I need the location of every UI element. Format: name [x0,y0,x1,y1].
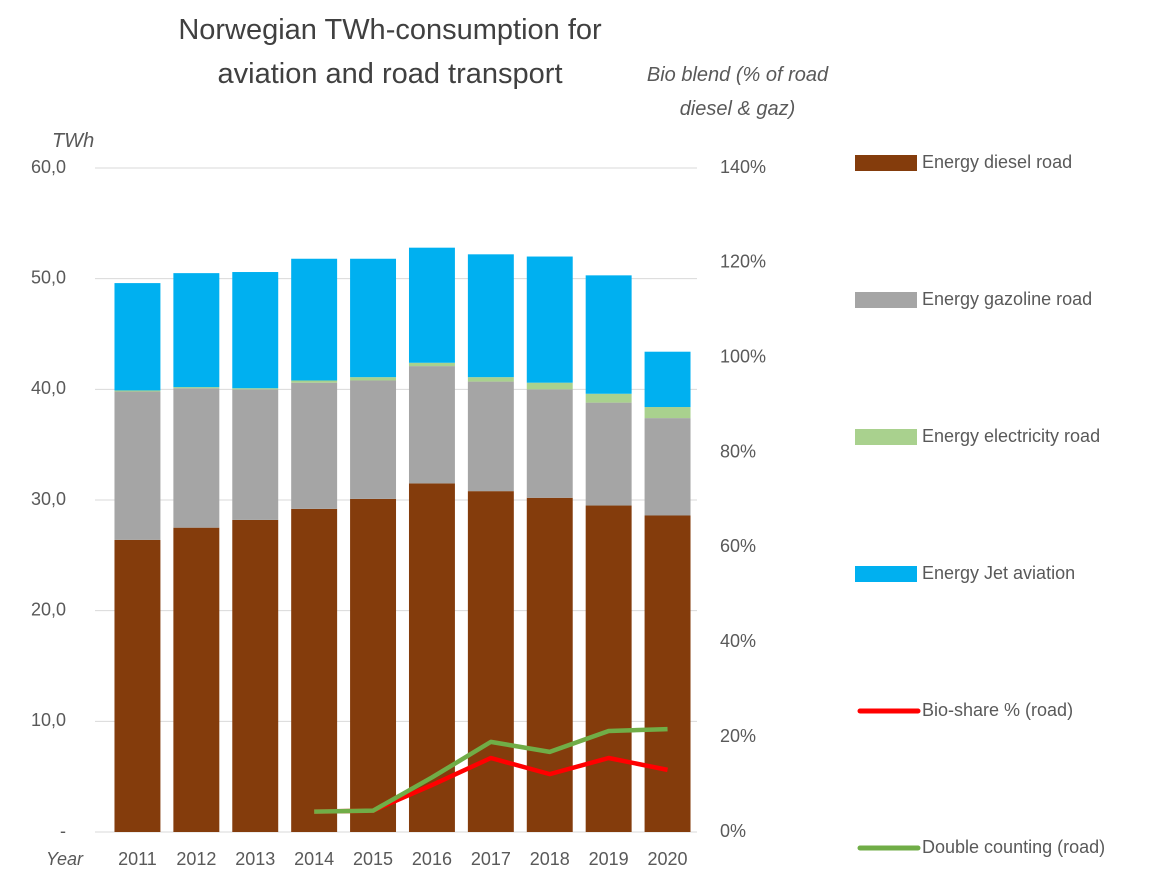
legend-swatch [855,292,917,308]
x-tick-label: 2012 [176,849,216,869]
y-tick-label: 30,0 [31,489,66,509]
bar-segment [585,505,632,832]
y2-tick-label: 120% [720,252,766,272]
bar-segment [291,380,338,383]
bar-segment [232,272,279,389]
y-tick-label: 50,0 [31,267,66,287]
bar-segment [408,366,455,484]
bar-segment [350,498,397,832]
bar-segment [644,407,691,419]
legend-swatch [855,155,917,171]
bar-segment [467,377,514,382]
bar-segment [291,508,338,832]
bar-segment [291,258,338,381]
legend-label: Energy electricity road [922,426,1100,446]
bar-segment [526,497,573,832]
legend-swatch [855,429,917,445]
bar-segment [350,377,397,381]
x-axis-label: Year [46,849,84,869]
legend-label: Energy Jet aviation [922,563,1075,583]
x-tick-label: 2018 [530,849,570,869]
bar-segment [526,256,573,383]
x-tick-label: 2016 [412,849,452,869]
y-tick-label: - [60,821,66,841]
bar-segment [350,380,397,499]
bar-segment [232,519,279,832]
y2-tick-label: 140% [720,157,766,177]
y-axis-label: TWh [52,130,95,152]
bar-segment [467,381,514,492]
legend-label: Energy diesel road [922,152,1072,172]
bar-segment [644,351,691,408]
bar-segment [232,389,279,520]
bar-segment [585,275,632,394]
y2-axis-label: Bio blend (% of road diesel & gaz) [646,64,829,120]
x-tick-label: 2013 [235,849,275,869]
bar-segment [291,382,338,509]
bar-segment [232,388,279,390]
bar-segment [526,389,573,498]
bar-segment [585,393,632,403]
y2-tick-label: 20% [720,726,756,746]
y-tick-label: 20,0 [31,599,66,619]
bar-segment [114,391,161,540]
bar-segment [585,402,632,506]
x-tick-label: 2020 [648,849,688,869]
legend-label: Double counting (road) [922,837,1105,857]
bar-segment [114,539,161,832]
bar-segment [467,254,514,378]
bar-segment [644,515,691,832]
x-tick-label: 2019 [589,849,629,869]
bar-segment [467,491,514,832]
legend-swatch [855,566,917,582]
y2-tick-label: 40% [720,631,756,651]
bar-segment [408,362,455,367]
y2-tick-label: 80% [720,441,756,461]
bar-segment [173,388,220,528]
bar-segment [173,387,220,389]
legend-label: Bio-share % (road) [922,700,1073,720]
x-tick-label: 2015 [353,849,393,869]
bar-segment [114,390,161,392]
bar-segment [350,258,397,378]
y2-tick-label: 60% [720,536,756,556]
bar-segment [173,273,220,388]
y2-tick-label: 0% [720,821,746,841]
y-tick-label: 40,0 [31,378,66,398]
y2-tick-label: 100% [720,346,766,366]
bar-segment [173,527,220,832]
y-tick-label: 10,0 [31,710,66,730]
bar-segment [644,418,691,516]
line [314,726,668,814]
bar-segment [408,247,455,363]
legend-label: Energy gazoline road [922,289,1092,309]
x-tick-label: 2011 [118,849,157,869]
chart-title: Norwegian TWh-consumption for aviation a… [178,14,602,90]
bar-segment [114,283,161,391]
x-tick-label: 2014 [294,849,334,869]
y-tick-label: 60,0 [31,157,66,177]
x-tick-label: 2017 [471,849,511,869]
bar-segment [526,382,573,390]
bar-segment [408,483,455,832]
